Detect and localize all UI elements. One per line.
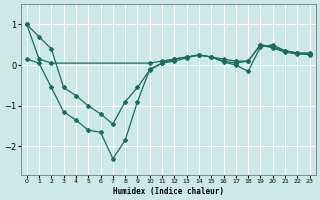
X-axis label: Humidex (Indice chaleur): Humidex (Indice chaleur) [113, 187, 224, 196]
